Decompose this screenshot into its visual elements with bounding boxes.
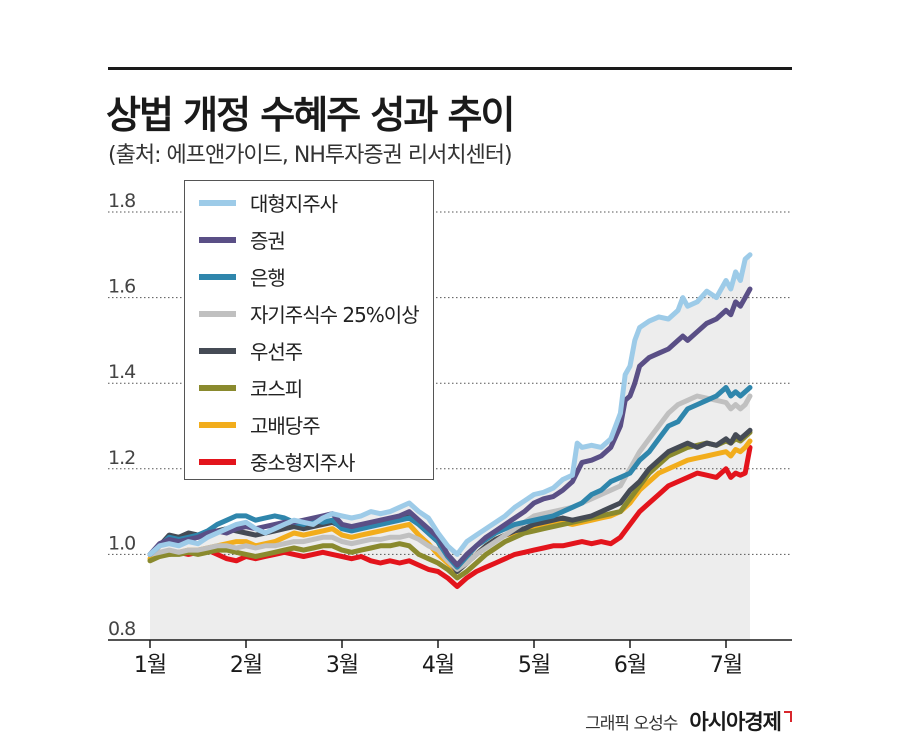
x-tick-label: 1월 (134, 653, 166, 678)
title-rule (108, 67, 792, 70)
legend-swatch (199, 273, 236, 280)
legend-label: 대형지주사 (250, 192, 338, 216)
y-tick-label: 1.6 (108, 276, 135, 298)
legend-label: 증권 (250, 229, 286, 253)
x-tick-label: 4월 (422, 653, 454, 678)
chart-title: 상법 개정 수혜주 성과 추이 (106, 93, 515, 137)
legend-label: 은행 (250, 266, 286, 290)
legend-swatch (199, 384, 236, 391)
y-tick-label: 1.2 (108, 447, 135, 469)
x-tick-label: 3월 (326, 653, 358, 678)
legend-label: 고배당주 (250, 414, 321, 438)
credit-line: 그래픽 오성수 아시아경제 (585, 706, 792, 736)
x-tick-label: 7월 (710, 653, 742, 678)
legend-label: 자기주식수 25%이상 (250, 303, 420, 327)
legend-label: 중소형지주사 (250, 451, 355, 475)
legend-swatch (199, 199, 236, 206)
legend-swatch (199, 310, 236, 317)
legend-label: 우선주 (250, 340, 303, 364)
graphic-credit: 그래픽 오성수 (585, 713, 678, 734)
legend-item: 우선주 (185, 332, 433, 369)
legend-item: 중소형지주사 (185, 443, 433, 480)
series-line (147, 429, 753, 581)
x-tick-label: 2월 (230, 653, 262, 678)
legend-item: 자기주식수 25%이상 (185, 295, 433, 332)
legend-swatch (199, 458, 236, 465)
legend-item: 코스피 (185, 369, 433, 406)
y-tick-label: 1.8 (108, 190, 135, 212)
y-tick-label: 0.8 (108, 618, 135, 640)
series-line (147, 393, 753, 572)
legend-item: 은행 (185, 258, 433, 295)
x-tick-label: 6월 (614, 653, 646, 678)
legend-item: 증권 (185, 221, 433, 258)
brand-name: 아시아경제 (689, 710, 782, 734)
legend-item: 대형지주사 (185, 184, 433, 221)
y-tick-label: 1.4 (108, 361, 136, 383)
legend-label: 코스피 (250, 377, 303, 401)
series-line (147, 252, 753, 557)
brand-logo-mark (784, 710, 792, 722)
y-tick-label: 1.0 (108, 532, 135, 554)
legend-swatch (199, 347, 236, 354)
source-note: (출처: 에프앤가이드, NH투자증권 리서치센터) (108, 143, 513, 168)
legend-swatch (199, 236, 236, 243)
legend-item: 고배당주 (185, 406, 433, 443)
x-tick-label: 5월 (518, 653, 550, 678)
legend-swatch (199, 421, 236, 428)
